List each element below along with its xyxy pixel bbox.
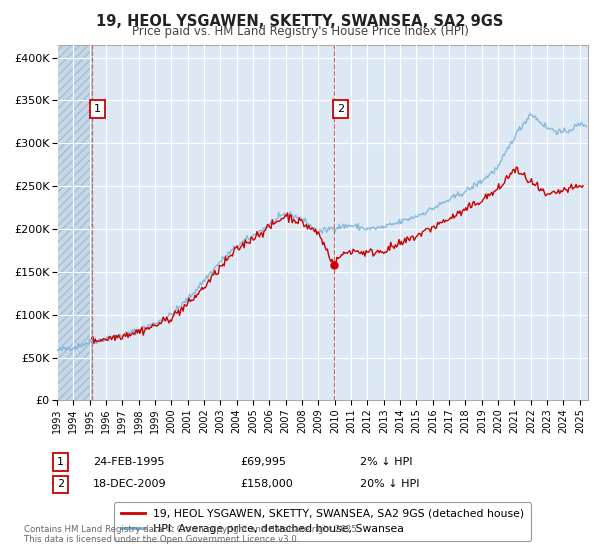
Text: 2: 2 <box>337 104 344 114</box>
Text: 24-FEB-1995: 24-FEB-1995 <box>93 457 164 467</box>
Text: 2% ↓ HPI: 2% ↓ HPI <box>360 457 413 467</box>
Text: 2: 2 <box>57 479 64 489</box>
Text: 1: 1 <box>94 104 101 114</box>
Legend: 19, HEOL YSGAWEN, SKETTY, SWANSEA, SA2 9GS (detached house), HPI: Average price,: 19, HEOL YSGAWEN, SKETTY, SWANSEA, SA2 9… <box>114 502 531 541</box>
Text: Contains HM Land Registry data © Crown copyright and database right 2025.: Contains HM Land Registry data © Crown c… <box>24 525 359 534</box>
Text: 20% ↓ HPI: 20% ↓ HPI <box>360 479 419 489</box>
Text: 19, HEOL YSGAWEN, SKETTY, SWANSEA, SA2 9GS: 19, HEOL YSGAWEN, SKETTY, SWANSEA, SA2 9… <box>97 14 503 29</box>
Bar <box>57 45 92 400</box>
Text: 18-DEC-2009: 18-DEC-2009 <box>93 479 167 489</box>
Text: £69,995: £69,995 <box>240 457 286 467</box>
Text: £158,000: £158,000 <box>240 479 293 489</box>
Text: Price paid vs. HM Land Registry's House Price Index (HPI): Price paid vs. HM Land Registry's House … <box>131 25 469 38</box>
Text: 1: 1 <box>57 457 64 467</box>
Text: This data is licensed under the Open Government Licence v3.0.: This data is licensed under the Open Gov… <box>24 535 299 544</box>
